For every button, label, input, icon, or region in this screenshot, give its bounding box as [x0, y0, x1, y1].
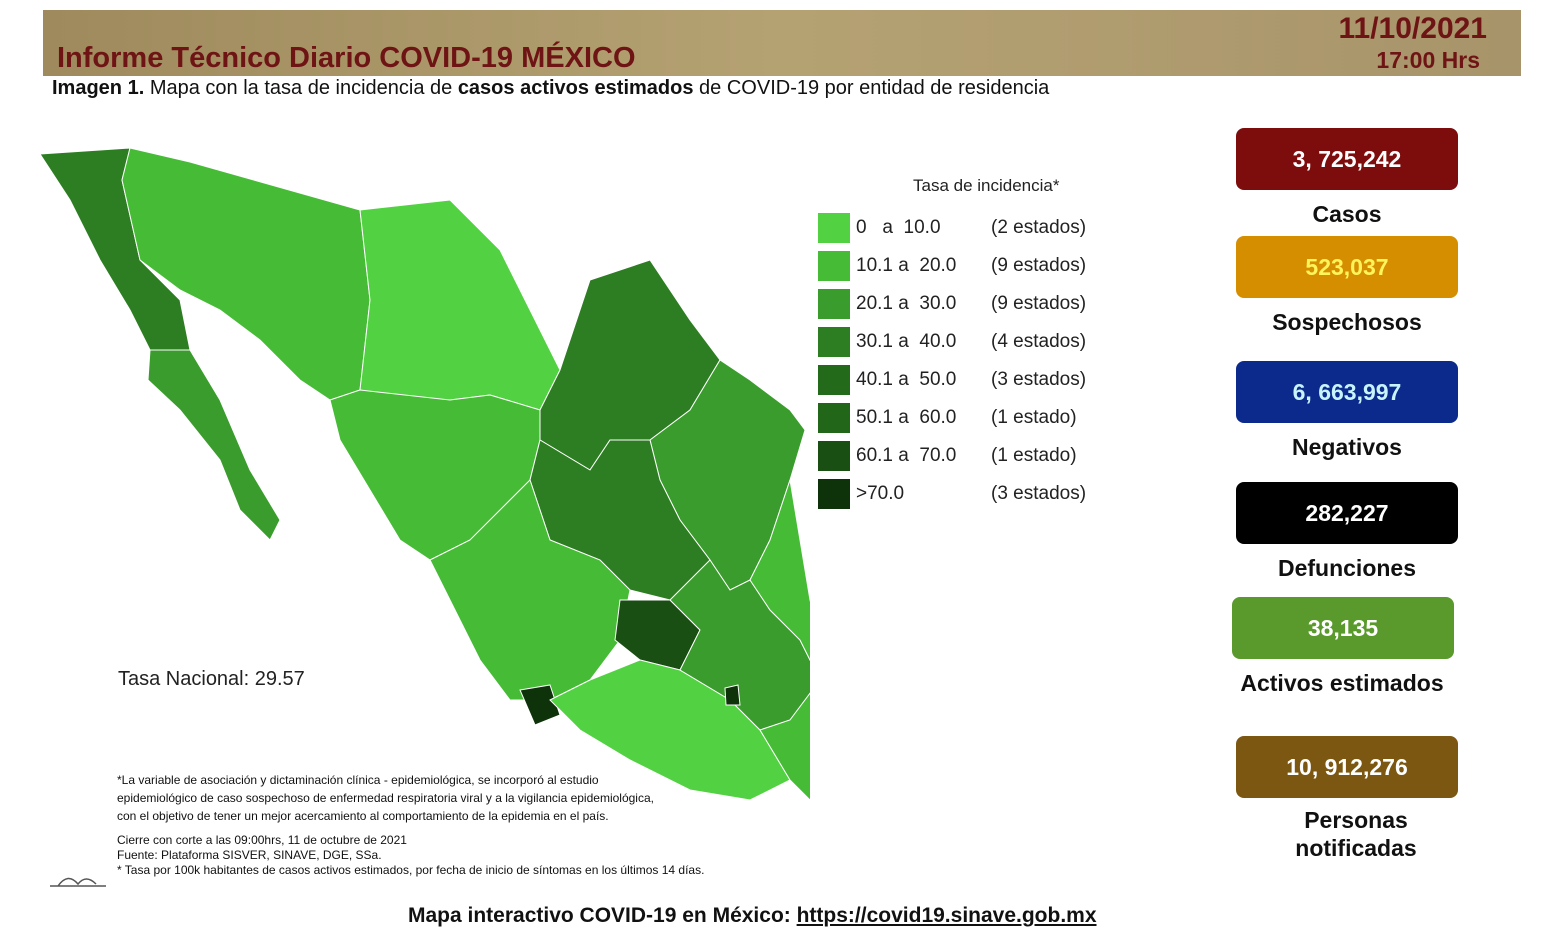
legend-swatch — [818, 403, 850, 433]
legend-range: 40.1 a 50.0 — [856, 369, 957, 390]
legend-title: Tasa de incidencia* — [913, 176, 1060, 195]
legend-item: 10.1 a 20.0 (9 estados) — [818, 247, 1086, 285]
legend-swatch — [818, 327, 850, 357]
legend-item: 20.1 a 30.0 (9 estados) — [818, 285, 1086, 323]
legend-range: 50.1 a 60.0 — [856, 407, 957, 428]
legend-range: 0 a 10.0 — [856, 217, 941, 238]
legend-item: 50.1 a 60.0 (1 estado) — [818, 399, 1086, 437]
legend-count: (4 estados) — [991, 331, 1087, 352]
legend-item: 0 a 10.0 (2 estados) — [818, 209, 1086, 247]
legend-range: 60.1 a 70.0 — [856, 445, 957, 466]
legend-item: 30.1 a 40.0 (4 estados) — [818, 323, 1086, 361]
stat-value-box: 3, 725,242 — [1236, 128, 1458, 190]
footnote-source: Cierre con corte a las 09:00hrs, 11 de o… — [117, 833, 705, 877]
stat-label: Defunciones — [1277, 555, 1417, 581]
state-veracruz-oaxaca — [749, 479, 810, 801]
mexico-incidence-map — [39, 147, 810, 801]
stat-value-box: 10, 912,276 — [1236, 736, 1458, 798]
stat-label: Negativos — [1292, 434, 1402, 460]
stat-label: Casos — [1312, 201, 1382, 227]
legend-count: (2 estados) — [991, 217, 1087, 238]
interactive-map-link[interactable]: https://covid19.sinave.gob.mx — [796, 904, 1097, 927]
report-title: Informe Técnico Diario COVID-19 MÉXICO — [57, 42, 636, 74]
stat-label: Activos estimados — [1240, 670, 1444, 696]
legend-swatch — [818, 213, 850, 243]
footer: Mapa interactivo COVID-19 en México: htt… — [408, 904, 1097, 927]
legend-range: 30.1 a 40.0 — [856, 331, 957, 352]
legend-item: >70.0 (3 estados) — [818, 475, 1086, 513]
stat-value-box: 523,037 — [1236, 236, 1458, 298]
legend-item: 40.1 a 50.0 (3 estados) — [818, 361, 1086, 399]
legend-range: 10.1 a 20.0 — [856, 255, 957, 276]
map-legend: Tasa de incidencia* 0 a 10.0 (2 estados) 1… — [818, 176, 1086, 513]
stat-value-box: 6, 663,997 — [1236, 361, 1458, 423]
legend-swatch — [818, 289, 850, 319]
footnote-methodology: *La variable de asociación y dictaminaci… — [117, 773, 654, 823]
legend-swatch — [818, 251, 850, 281]
state-chihuahua — [359, 199, 561, 411]
state-cdmx — [724, 684, 741, 706]
stat-value-box: 282,227 — [1236, 482, 1458, 544]
legend-count: (1 estado) — [991, 407, 1077, 428]
legend-swatch — [818, 365, 850, 395]
stat-label: Sospechosos — [1272, 309, 1422, 335]
legend-swatch — [818, 479, 850, 509]
legend-count: (9 estados) — [991, 255, 1087, 276]
stat-label: Personas notificadas — [1295, 807, 1417, 861]
report-date: 11/10/2021 — [1338, 12, 1488, 45]
legend-count: (1 estado) — [991, 445, 1077, 466]
legend-count: (3 estados) — [991, 483, 1087, 504]
legend-range: 20.1 a 30.0 — [856, 293, 957, 314]
image-caption: Imagen 1. Mapa con la tasa de incidencia… — [52, 77, 1050, 99]
legend-swatch — [818, 441, 850, 471]
legend-range: >70.0 — [856, 483, 905, 504]
legend-count: (3 estados) — [991, 369, 1087, 390]
national-rate: Tasa Nacional: 29.57 — [118, 668, 305, 690]
legend-count: (9 estados) — [991, 293, 1087, 314]
logo-icon — [50, 877, 106, 887]
report-time: 17:00 Hrs — [1376, 47, 1480, 73]
legend-item: 60.1 a 70.0 (1 estado) — [818, 437, 1086, 475]
state-colima — [519, 684, 561, 726]
header-band — [43, 10, 1521, 76]
state-baja-california-sur — [147, 349, 281, 541]
stat-value-box: 38,135 — [1232, 597, 1454, 659]
